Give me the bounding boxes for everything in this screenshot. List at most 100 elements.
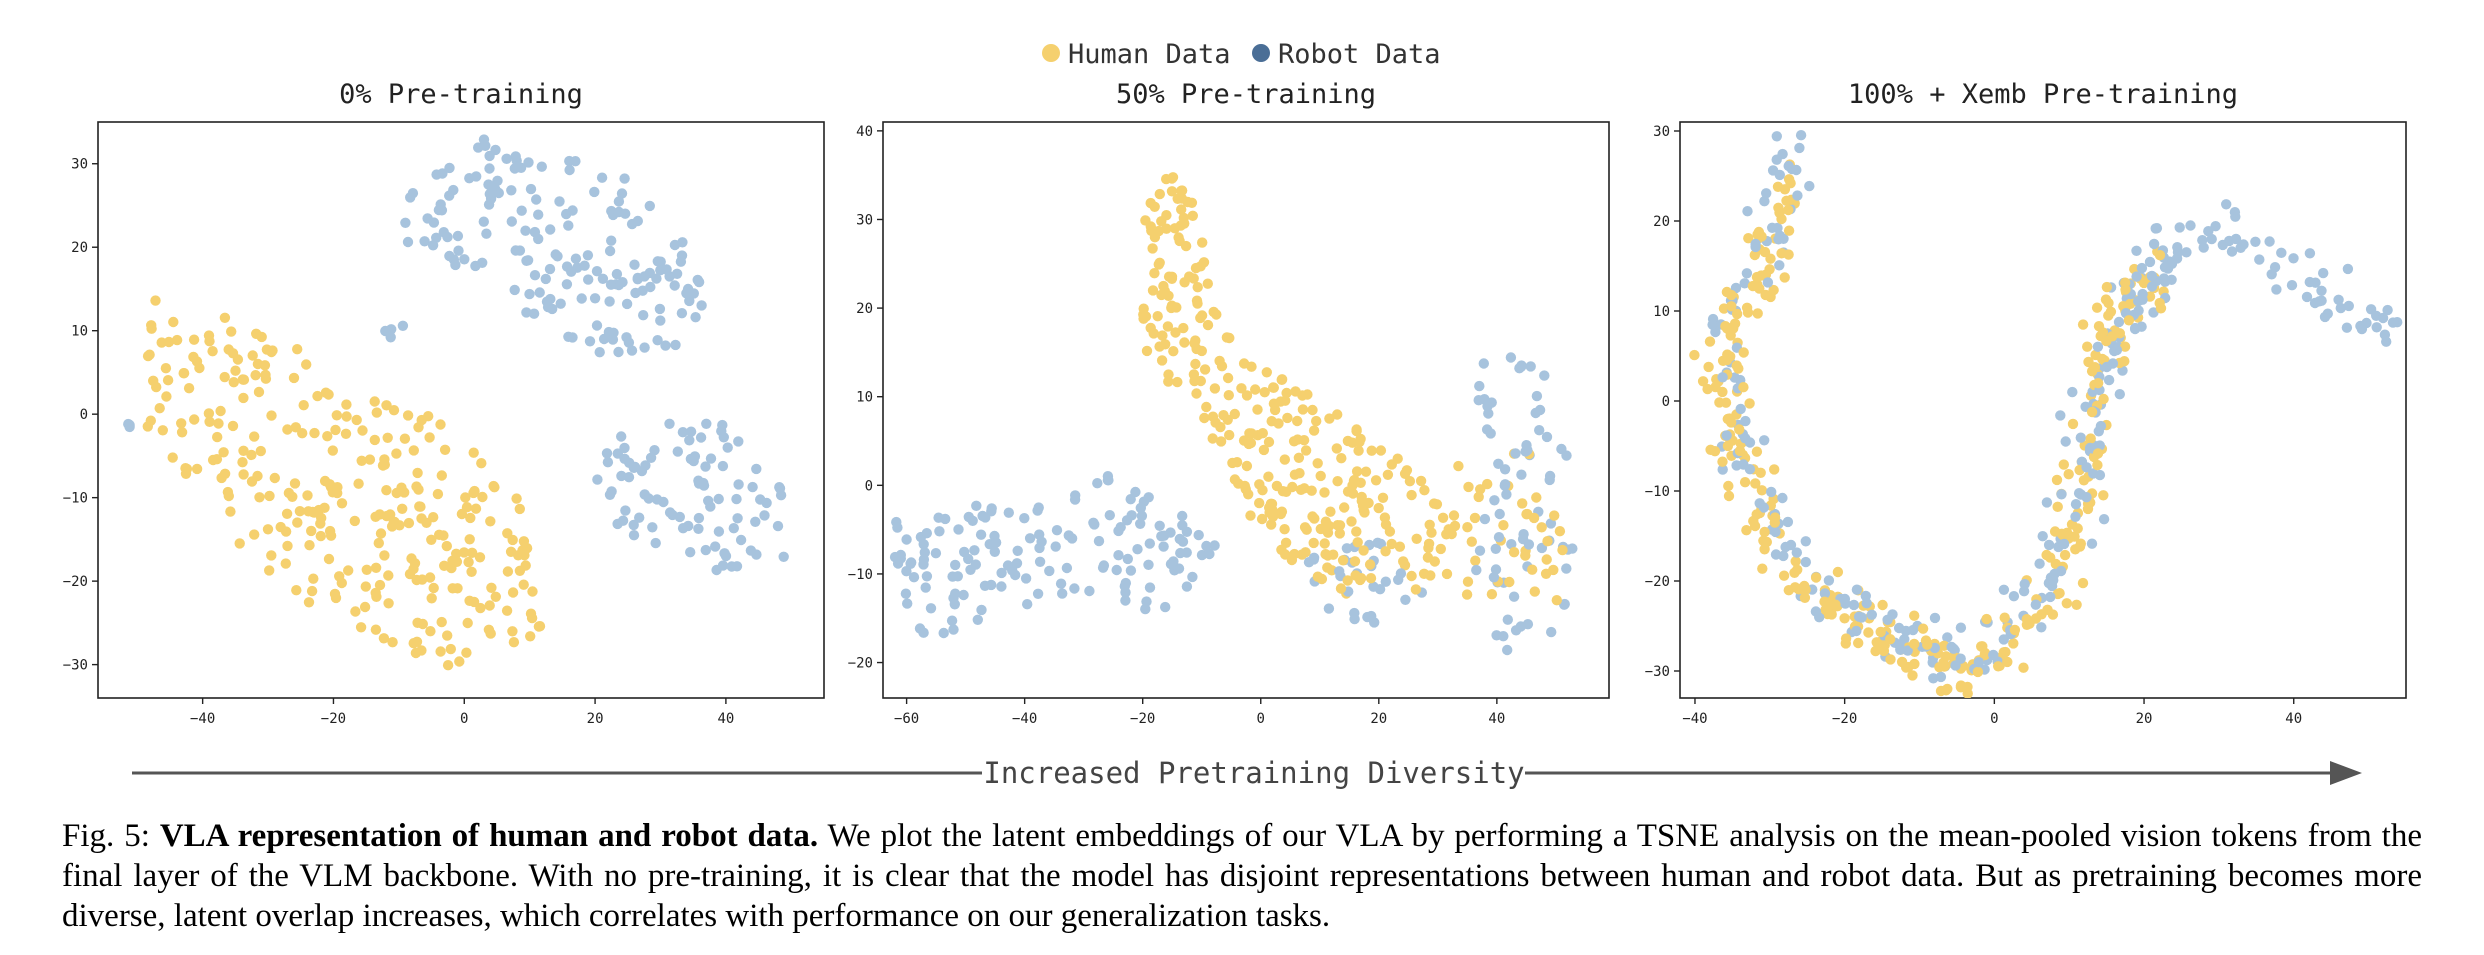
human-data-point	[1315, 470, 1326, 482]
robot-data-point	[2304, 248, 2316, 259]
human-data-point	[1342, 435, 1354, 447]
human-data-point	[1470, 555, 1481, 566]
human-data-point	[438, 530, 449, 541]
human-data-point	[1202, 319, 1214, 331]
robot-data-point	[2235, 242, 2246, 253]
human-data-point	[2051, 474, 2063, 486]
robot-data-point	[1740, 415, 1751, 427]
robot-data-point	[1735, 403, 1746, 415]
robot-data-point	[1942, 632, 1953, 643]
robot-data-point	[444, 162, 455, 174]
human-data-point	[428, 582, 439, 594]
robot-data-point	[1493, 458, 1504, 469]
human-data-point	[465, 512, 476, 524]
robot-data-point	[950, 588, 961, 599]
robot-data-point	[688, 288, 699, 299]
human-data-point	[1308, 425, 1320, 436]
human-data-point	[2085, 433, 2096, 444]
x-tick-label: −20	[321, 711, 346, 727]
robot-data-point	[563, 331, 574, 342]
robot-data-point	[536, 161, 547, 172]
robot-data-point	[693, 478, 705, 489]
robot-data-point	[938, 627, 949, 639]
human-data-point	[1437, 512, 1449, 523]
robot-data-point	[2136, 262, 2148, 274]
human-data-point	[507, 626, 518, 637]
human-data-point	[476, 458, 487, 469]
robot-data-point	[484, 163, 495, 174]
human-data-point	[1261, 367, 1273, 378]
human-data-point	[412, 467, 423, 479]
y-tick-label: −30	[1645, 664, 1670, 680]
robot-data-point	[444, 190, 455, 201]
robot-data-point	[2382, 304, 2393, 316]
human-data-point	[304, 540, 315, 551]
human-data-point	[283, 487, 295, 499]
human-data-point	[1792, 564, 1803, 575]
human-data-point	[501, 605, 513, 616]
human-data-point	[1166, 186, 1178, 197]
human-data-point	[1401, 465, 1413, 476]
human-data-point	[1765, 291, 1776, 303]
robot-data-point	[918, 539, 929, 550]
human-data-point	[176, 418, 187, 429]
human-data-point	[1179, 277, 1190, 288]
robot-data-point	[616, 431, 627, 442]
human-data-point	[1358, 545, 1369, 556]
robot-data-point	[589, 186, 600, 198]
robot-data-point	[1380, 576, 1392, 587]
robot-data-point	[2114, 389, 2125, 400]
human-data-point	[1443, 524, 1454, 535]
robot-data-point	[1120, 595, 1131, 606]
robot-data-point	[1063, 530, 1075, 541]
human-data-point	[168, 316, 179, 328]
robot-data-point	[626, 218, 638, 230]
human-data-point	[246, 449, 257, 461]
y-tick-label: 30	[71, 157, 88, 173]
human-data-point	[238, 392, 249, 404]
human-data-point	[1769, 517, 1781, 528]
human-data-point	[1473, 491, 1484, 503]
robot-data-point	[652, 256, 663, 267]
robot-data-point	[2333, 294, 2344, 305]
robot-data-point	[1122, 553, 1134, 565]
robot-data-point	[700, 544, 711, 556]
human-data-point	[415, 501, 426, 512]
human-data-point	[1877, 599, 1888, 611]
robot-data-point	[636, 465, 648, 477]
robot-data-point	[509, 284, 520, 296]
human-data-point	[1870, 645, 1881, 657]
robot-data-point	[596, 172, 608, 183]
human-data-point	[1351, 424, 1362, 435]
human-data-point	[171, 334, 183, 346]
robot-data-point	[492, 175, 503, 186]
human-data-point	[1428, 498, 1440, 509]
human-data-point	[454, 656, 465, 667]
human-data-point	[1276, 544, 1287, 555]
human-data-point	[442, 630, 453, 641]
x-tick-label: 20	[2136, 711, 2153, 727]
robot-data-point	[1766, 486, 1777, 498]
human-data-point	[1394, 541, 1406, 552]
robot-data-point	[889, 551, 901, 563]
robot-data-point	[1490, 543, 1502, 554]
robot-data-point	[908, 572, 920, 583]
human-data-point	[1469, 512, 1481, 524]
human-data-point	[374, 579, 386, 591]
caption-text: We plot the latent embeddings of our VLA…	[62, 818, 2422, 934]
robot-data-point	[563, 220, 574, 231]
robot-data-point	[1792, 190, 1803, 201]
panel-1-ticks: −60 −40 −20 0 20 40 −20 −10 0 10 20 30 40	[848, 124, 1506, 727]
human-data-point	[1731, 360, 1742, 371]
human-data-point	[1830, 599, 1841, 610]
human-data-point	[1172, 193, 1183, 204]
robot-data-point	[2342, 263, 2354, 275]
robot-data-point	[1160, 601, 1171, 613]
human-data-point	[1157, 330, 1168, 341]
human-data-point	[1783, 225, 1795, 236]
robot-data-point	[1474, 380, 1485, 392]
robot-data-point	[713, 493, 724, 505]
robot-data-point	[670, 339, 681, 351]
human-data-point	[1536, 522, 1547, 533]
